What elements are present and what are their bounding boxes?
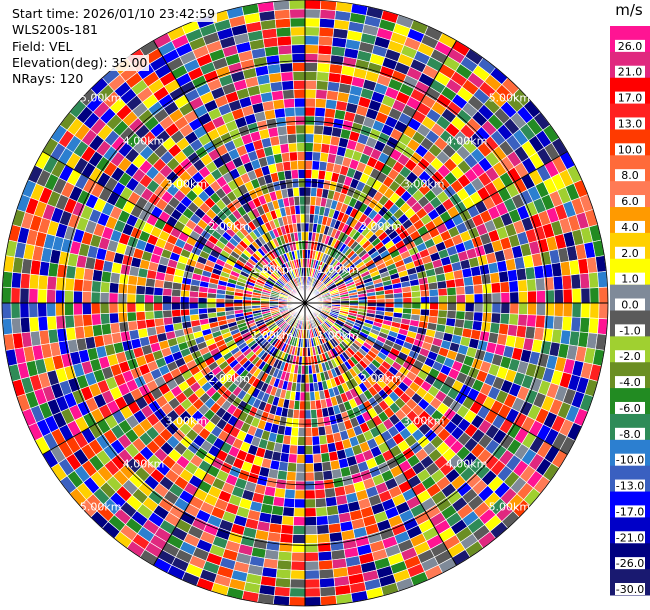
- colorbar-tick-label: 13.0: [618, 117, 643, 130]
- colorbar-tick-label: 10.0: [618, 143, 643, 156]
- colorbar-tick-label: -10.0: [616, 454, 644, 467]
- colorbar-tick-label: 26.0: [618, 40, 643, 53]
- colorbar-tick-label: 2.0: [621, 247, 639, 260]
- colorbar-tick-label: 8.0: [621, 169, 639, 182]
- colorbar-tick-label: 21.0: [618, 66, 643, 79]
- colorbar-tick-label: -2.0: [619, 350, 640, 363]
- colorbar-tick-label: -8.0: [619, 428, 640, 441]
- colorbar-tick-label: 4.0: [621, 221, 639, 234]
- colorbar-tick-label: -21.0: [616, 531, 644, 544]
- colorbar-tick-label: 0.0: [621, 299, 639, 312]
- colorbar-tick-label: -4.0: [619, 376, 640, 389]
- colorbar-tick-label: -17.0: [616, 505, 644, 518]
- colorbar-tick-label: -13.0: [616, 480, 644, 493]
- colorbar-tick-label: -1.0: [619, 324, 640, 337]
- colorbar-title: m/s: [615, 1, 643, 19]
- colorbar-tick-label: 1.0: [621, 273, 639, 286]
- colorbar-tick-label: -30.0: [616, 583, 644, 596]
- colorbar-tick-label: 6.0: [621, 195, 639, 208]
- velocity-gates: [1, 0, 609, 607]
- colorbar-tick-label: -6.0: [619, 402, 640, 415]
- colorbar-tick-label: 17.0: [618, 92, 643, 105]
- colorbar-tick-label: -26.0: [616, 557, 644, 570]
